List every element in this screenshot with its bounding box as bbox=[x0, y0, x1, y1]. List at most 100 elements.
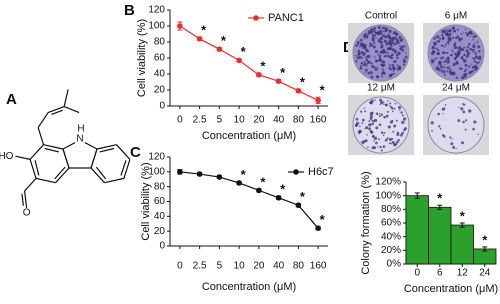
colony bbox=[464, 128, 467, 131]
colony bbox=[384, 138, 388, 142]
colony bbox=[354, 124, 358, 127]
colony bbox=[472, 57, 475, 60]
colony bbox=[395, 39, 400, 43]
colony bbox=[366, 34, 369, 37]
colony bbox=[383, 103, 385, 105]
x-tick-label: 0 bbox=[177, 261, 183, 272]
x-tick-label: 12 bbox=[457, 268, 469, 279]
y-tick-label: 80 bbox=[154, 37, 166, 48]
colony bbox=[472, 44, 476, 49]
colony bbox=[465, 31, 467, 34]
chemical-structure: NH HO O bbox=[0, 89, 131, 219]
colony bbox=[358, 45, 361, 48]
x-tick-label: 2.5 bbox=[193, 261, 207, 272]
colony bbox=[389, 102, 392, 105]
panel-label: B bbox=[124, 2, 135, 19]
colony bbox=[380, 37, 384, 41]
point bbox=[275, 78, 282, 84]
colony bbox=[382, 145, 386, 149]
colony bbox=[440, 71, 443, 73]
colony bbox=[463, 46, 466, 49]
colony bbox=[364, 72, 366, 74]
colony bbox=[364, 32, 368, 35]
colony bbox=[474, 68, 477, 72]
colony bbox=[393, 124, 397, 128]
colony bbox=[402, 117, 407, 121]
colony bbox=[433, 59, 435, 62]
colony bbox=[385, 31, 388, 33]
colony bbox=[470, 63, 472, 65]
colony bbox=[364, 56, 366, 59]
colony bbox=[467, 53, 469, 55]
colony bbox=[472, 43, 475, 45]
colony bbox=[452, 28, 454, 30]
colony bbox=[473, 51, 476, 53]
colony bbox=[380, 131, 384, 134]
colony bbox=[390, 31, 392, 33]
colony bbox=[447, 56, 449, 58]
colony bbox=[453, 72, 456, 75]
colony bbox=[389, 105, 392, 108]
colony bbox=[394, 102, 397, 105]
colony bbox=[478, 61, 481, 64]
colony bbox=[382, 50, 385, 54]
colony bbox=[363, 38, 366, 40]
significance-mark: * bbox=[280, 182, 286, 197]
colony bbox=[402, 131, 405, 134]
colony bbox=[383, 101, 385, 103]
plate bbox=[427, 96, 485, 154]
colony bbox=[380, 54, 382, 57]
colony bbox=[395, 143, 398, 146]
colony bbox=[464, 76, 467, 79]
colony bbox=[463, 53, 466, 57]
colony bbox=[441, 30, 445, 34]
colony bbox=[386, 137, 389, 140]
colony bbox=[377, 146, 379, 148]
colony bbox=[356, 40, 360, 44]
colony bbox=[430, 58, 434, 62]
colony bbox=[385, 42, 388, 45]
colony bbox=[477, 45, 481, 49]
colony bbox=[382, 70, 385, 72]
colony bbox=[452, 145, 456, 149]
colony bbox=[466, 45, 470, 49]
bond bbox=[63, 105, 80, 114]
atom-label: HO bbox=[0, 151, 14, 162]
colony bbox=[399, 45, 401, 48]
colony bbox=[391, 48, 395, 52]
colony bbox=[380, 149, 383, 152]
colony bbox=[389, 29, 392, 32]
colony bbox=[375, 126, 379, 130]
colony bbox=[363, 60, 366, 63]
colony bbox=[387, 100, 389, 102]
colony bbox=[433, 51, 436, 54]
colony bbox=[397, 138, 400, 142]
colony bbox=[371, 64, 374, 67]
x-tick-label: 160 bbox=[310, 261, 327, 272]
colony bbox=[404, 55, 408, 59]
colony bbox=[474, 42, 476, 44]
colony bbox=[465, 49, 469, 53]
colony bbox=[393, 72, 396, 75]
colony bbox=[355, 121, 360, 125]
significance-mark: * bbox=[460, 208, 466, 223]
bond bbox=[116, 144, 131, 160]
colony bbox=[391, 72, 393, 75]
colony bbox=[361, 56, 364, 59]
colony bbox=[375, 112, 379, 116]
plate-label: 6 μM bbox=[445, 11, 467, 22]
colony bbox=[468, 109, 472, 113]
colony bbox=[450, 33, 452, 36]
colony bbox=[476, 40, 479, 43]
significance-mark: * bbox=[221, 33, 227, 48]
colony bbox=[473, 34, 477, 38]
colony bbox=[443, 73, 446, 76]
colony bbox=[450, 142, 454, 146]
colony bbox=[457, 36, 460, 39]
colony bbox=[388, 35, 392, 40]
colony bbox=[441, 134, 445, 137]
significance-mark: * bbox=[241, 167, 247, 182]
bond bbox=[96, 144, 117, 150]
colony bbox=[370, 28, 373, 31]
colony bbox=[444, 107, 446, 109]
